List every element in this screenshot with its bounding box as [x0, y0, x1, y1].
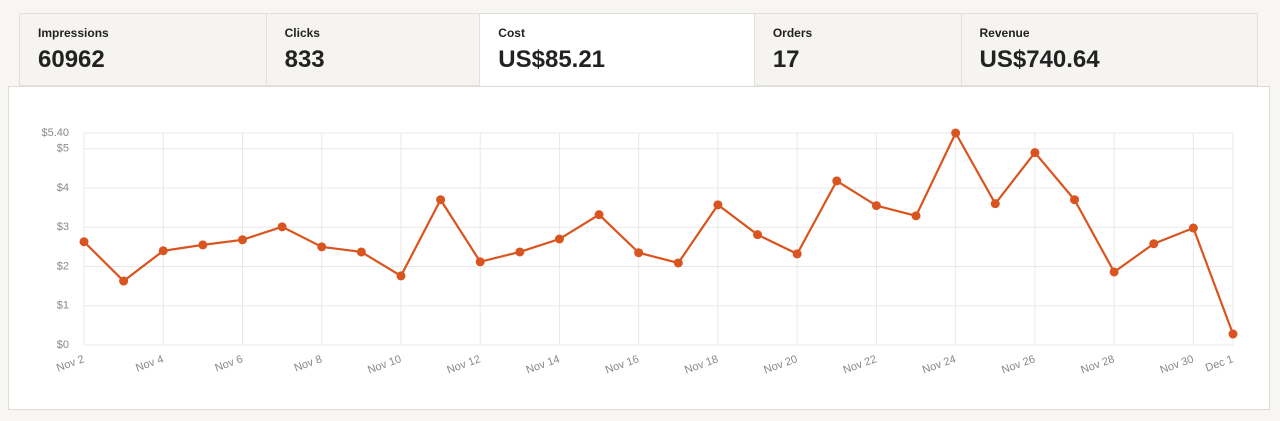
data-point: [1188, 223, 1198, 233]
data-point: [1070, 195, 1080, 205]
y-tick-label: $0: [57, 339, 69, 351]
data-point: [753, 230, 763, 240]
x-tick-label: Nov 18: [683, 353, 720, 376]
data-point: [951, 128, 961, 138]
data-point: [317, 242, 327, 252]
data-point: [436, 195, 446, 205]
tab-value: 60962: [38, 46, 105, 73]
data-point: [911, 211, 921, 221]
x-tick-label: Nov 12: [445, 353, 482, 376]
data-point: [832, 176, 842, 186]
data-point: [79, 237, 89, 247]
x-tick-label: Nov 4: [134, 353, 165, 374]
x-tick-label: Nov 24: [921, 353, 958, 376]
y-tick-label: $5: [57, 143, 69, 155]
y-tick-label: $4: [57, 182, 69, 194]
data-point: [1149, 239, 1159, 249]
data-point: [713, 200, 723, 210]
x-tick-label: Nov 8: [293, 353, 324, 374]
data-point: [356, 247, 366, 257]
data-point: [594, 210, 604, 220]
x-tick-label: Nov 2: [55, 353, 86, 374]
tab[interactable]: Cost US$85.21: [480, 14, 755, 88]
data-point: [990, 199, 1000, 209]
tab-label: Impressions: [38, 26, 109, 40]
tab[interactable]: Impressions 60962: [20, 14, 267, 85]
data-point: [1228, 329, 1238, 339]
x-tick-label: Nov 16: [604, 353, 641, 376]
data-point: [475, 257, 485, 267]
tab[interactable]: Revenue US$740.64: [962, 14, 1258, 85]
x-tick-label: Nov 22: [842, 353, 879, 376]
series-line: [83, 130, 1235, 335]
x-tick-label: Nov 28: [1079, 353, 1116, 376]
data-point: [554, 234, 564, 244]
tab[interactable]: Clicks 833: [267, 14, 481, 85]
data-point: [792, 249, 802, 259]
data-point: [396, 271, 406, 281]
x-tick-label: Nov 20: [762, 353, 799, 376]
x-tick-label: Nov 26: [1000, 353, 1037, 376]
data-point: [158, 246, 168, 256]
tab-label: Cost: [498, 26, 525, 40]
tab-label: Clicks: [284, 26, 320, 40]
tab-label: Orders: [772, 26, 813, 40]
data-point: [634, 248, 644, 258]
tab-value: 17: [772, 46, 800, 73]
tab[interactable]: Orders 17: [755, 14, 962, 85]
data-point: [871, 201, 881, 211]
data-point: [277, 222, 287, 232]
tab-value: US$740.64: [979, 46, 1100, 73]
tab-value: 833: [284, 46, 325, 73]
x-tick-label: Nov 30: [1159, 353, 1196, 376]
y-tick-label: $2: [57, 260, 69, 272]
data-point: [1109, 267, 1119, 277]
data-point: [198, 240, 208, 250]
y-tick-label: $3: [57, 221, 69, 233]
data-point: [1030, 148, 1040, 158]
data-point: [119, 276, 129, 286]
metric-tabs: Impressions 60962 Clicks 833 Cost US$85.21 …: [19, 13, 1258, 88]
y-tick-label: $5.40: [41, 127, 69, 139]
data-point: [237, 235, 247, 245]
x-tick-label: Dec 1: [1204, 353, 1235, 374]
y-tick-label: $1: [57, 300, 69, 312]
tab-value: US$85.21: [498, 46, 606, 73]
x-tick-label: Nov 6: [213, 353, 244, 374]
data-point: [515, 247, 525, 257]
x-tick-label: Nov 10: [366, 353, 403, 376]
data-point: [673, 258, 683, 268]
tab-label: Revenue: [979, 26, 1030, 40]
x-tick-label: Nov 14: [525, 353, 562, 376]
